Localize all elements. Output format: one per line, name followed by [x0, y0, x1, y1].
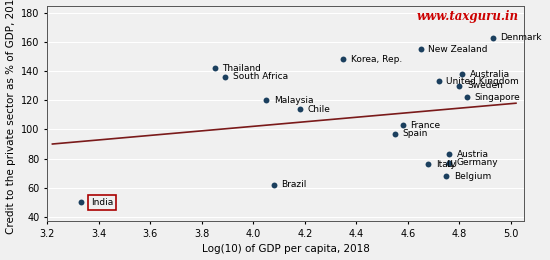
Point [270, 183, 278, 187]
X-axis label: Log(10) of GDP per capita, 2018: Log(10) of GDP per capita, 2018 [201, 244, 370, 255]
Point [458, 72, 466, 76]
Text: Australia: Australia [470, 70, 510, 79]
Point [262, 98, 271, 102]
Text: Belgium: Belgium [454, 172, 491, 181]
Text: Germany: Germany [456, 158, 498, 167]
Point [424, 162, 433, 166]
Y-axis label: Credit to the private sector as % of GDP, 2018: Credit to the private sector as % of GDP… [6, 0, 15, 235]
Text: New Zealand: New Zealand [428, 45, 488, 54]
Text: Spain: Spain [403, 129, 428, 138]
Text: Korea, Rep.: Korea, Rep. [351, 55, 403, 64]
Point [390, 132, 399, 136]
Point [295, 107, 304, 111]
Text: South Africa: South Africa [233, 73, 288, 81]
Point [416, 47, 425, 51]
Point [442, 174, 451, 178]
Point [444, 152, 453, 156]
Point [76, 200, 85, 204]
Point [463, 95, 471, 100]
Text: France: France [410, 121, 441, 129]
Point [434, 79, 443, 83]
Point [210, 66, 219, 70]
Point [398, 123, 407, 127]
Point [488, 36, 497, 40]
Text: LU: LU [447, 160, 458, 169]
Text: Italy: Italy [436, 160, 456, 169]
Text: Austria: Austria [456, 150, 489, 159]
Text: Brazil: Brazil [282, 180, 307, 189]
Text: United Kingdom: United Kingdom [447, 77, 519, 86]
Text: Chile: Chile [307, 105, 330, 114]
Text: Malaysia: Malaysia [274, 96, 313, 105]
Point [444, 161, 453, 165]
Text: www.taxguru.in: www.taxguru.in [417, 10, 519, 23]
Text: Thailand: Thailand [222, 64, 261, 73]
Point [339, 57, 348, 62]
Text: India: India [91, 198, 113, 207]
Point [221, 75, 229, 79]
Point [455, 84, 464, 88]
Text: Denmark: Denmark [500, 33, 542, 42]
Text: Singapore: Singapore [475, 93, 520, 102]
Text: Sweden: Sweden [467, 81, 503, 90]
